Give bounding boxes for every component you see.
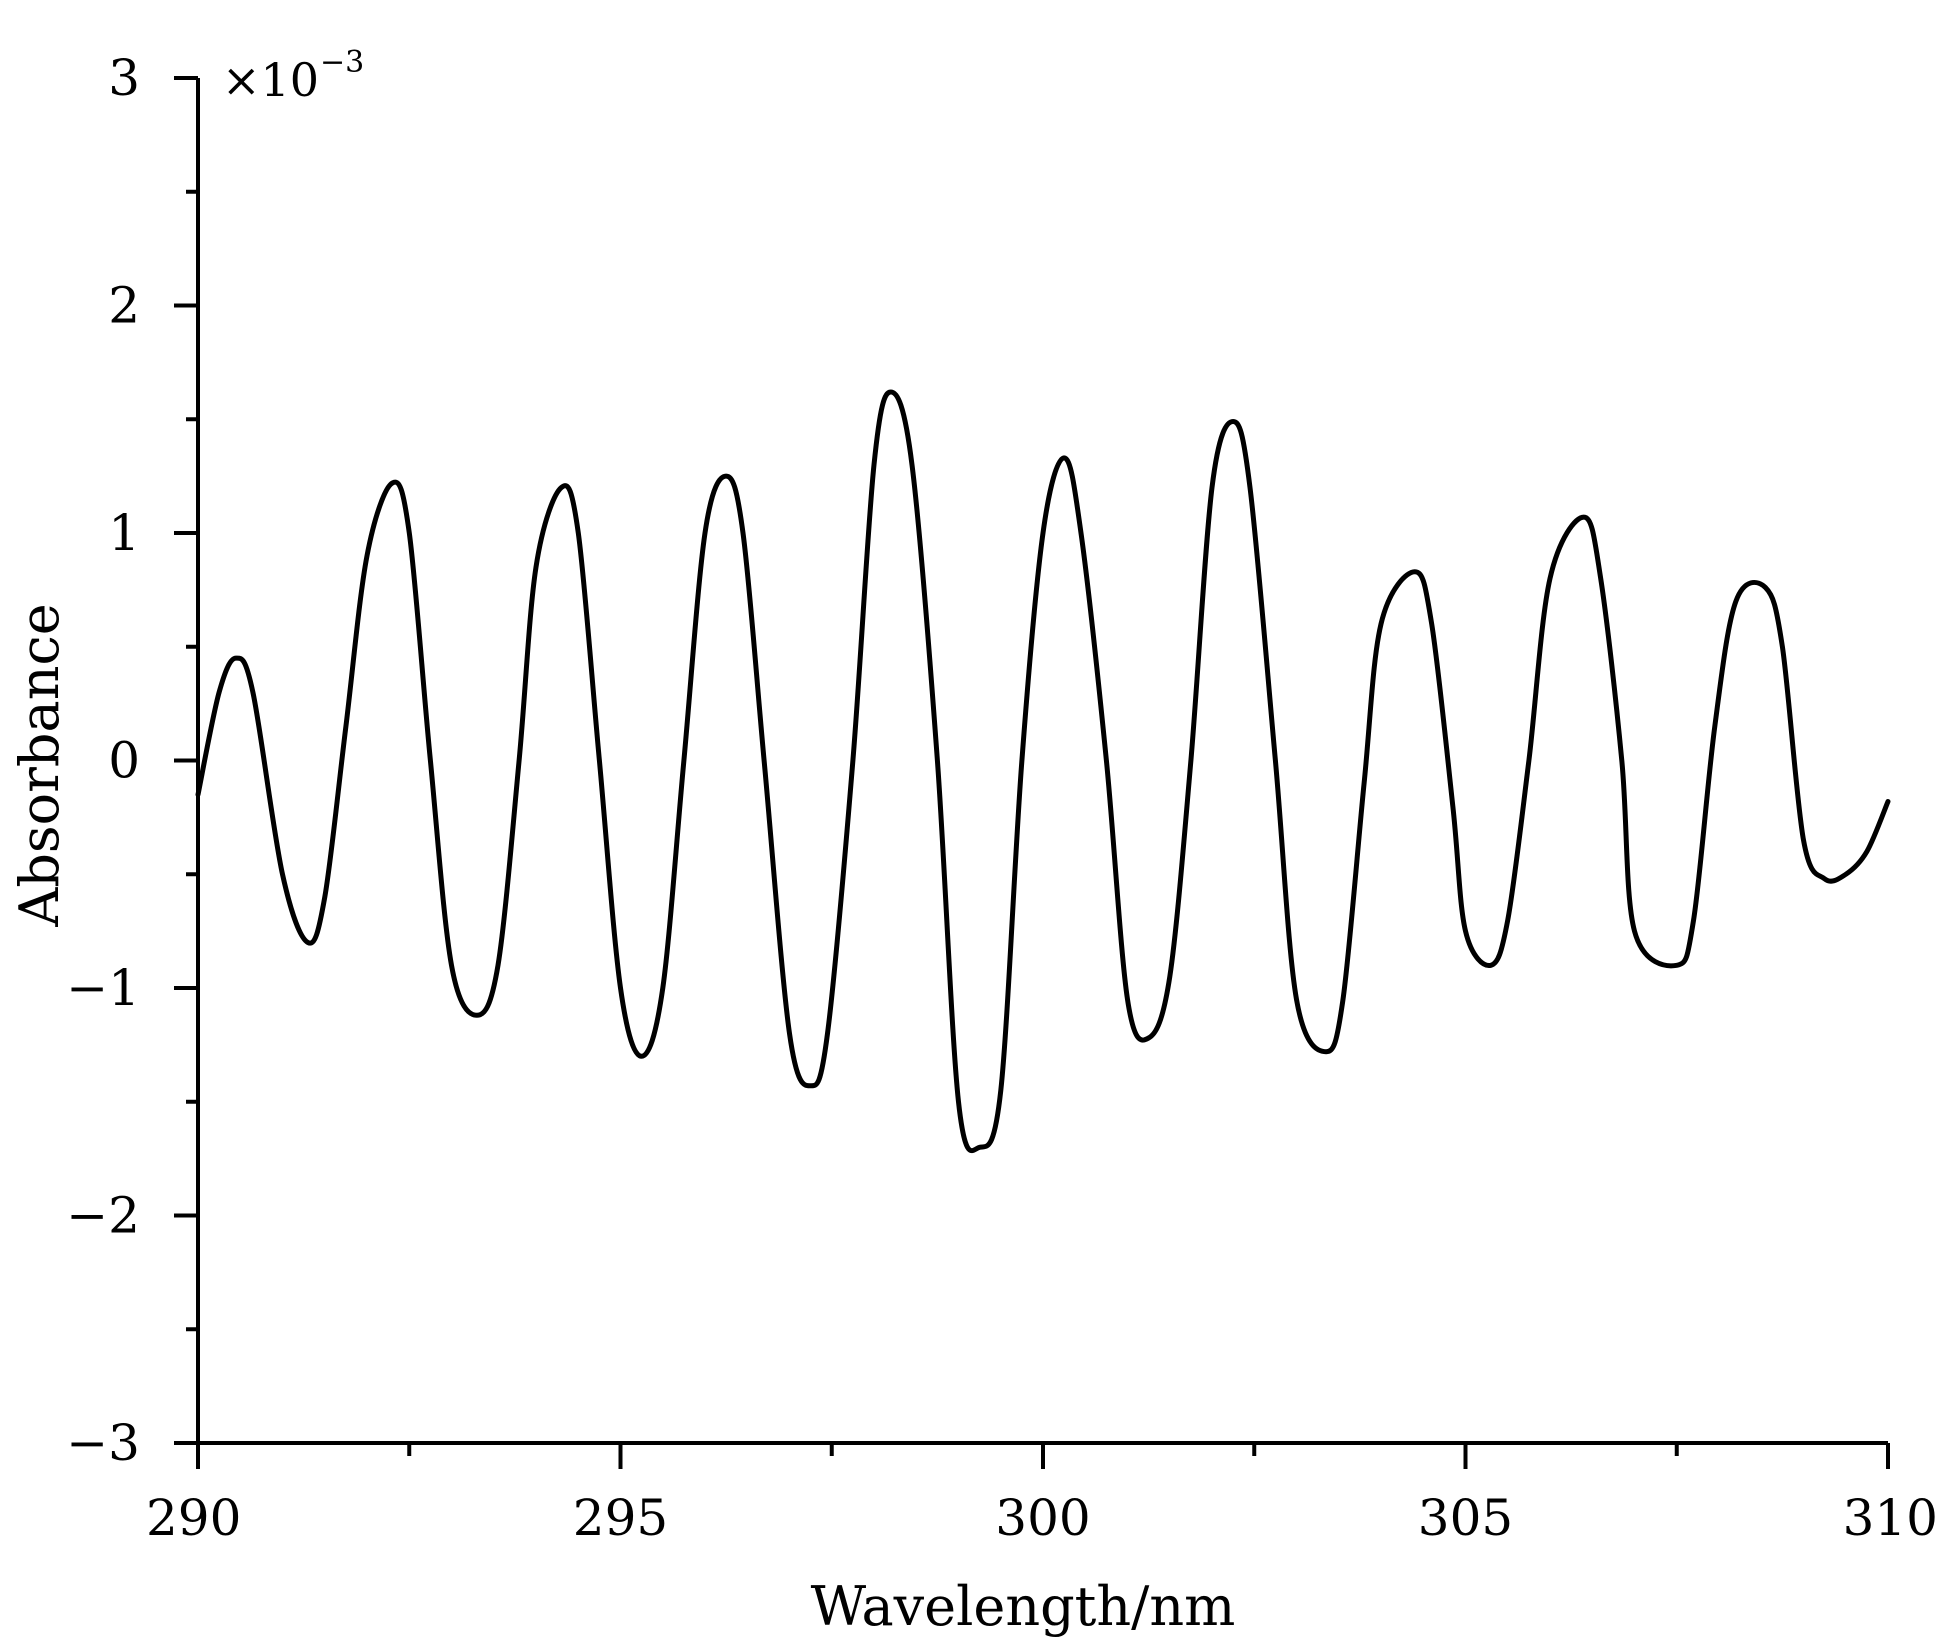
axes <box>196 78 1888 1445</box>
y-tick-label: 3 <box>108 49 140 107</box>
y-tick-label: 2 <box>108 277 140 335</box>
y-tick-label: −3 <box>66 1414 140 1472</box>
x-tick-label: 310 <box>1843 1489 1938 1547</box>
y-tick-label: −2 <box>66 1187 140 1245</box>
x-tick-label: 295 <box>573 1489 668 1547</box>
y-tick-label: −1 <box>66 959 140 1017</box>
x-tick-label: 305 <box>1418 1489 1513 1547</box>
y-scale-exponent: −3 <box>320 45 364 80</box>
x-axis-title: Wavelength/nm <box>811 1575 1236 1638</box>
y-tick-label: 1 <box>108 504 140 562</box>
y-axis-ticks: −3 −2 −1 0 1 2 3 <box>66 49 198 1472</box>
series-line <box>195 389 1891 1154</box>
x-axis-ticks: 290 295 300 305 310 <box>146 1443 1938 1547</box>
x-tick-label: 290 <box>146 1489 241 1547</box>
x-tick-label: 300 <box>995 1489 1090 1547</box>
y-axis-title: Absorbance <box>8 603 71 927</box>
y-tick-label: 0 <box>108 732 140 790</box>
y-scale-base: ×10 <box>222 53 319 107</box>
